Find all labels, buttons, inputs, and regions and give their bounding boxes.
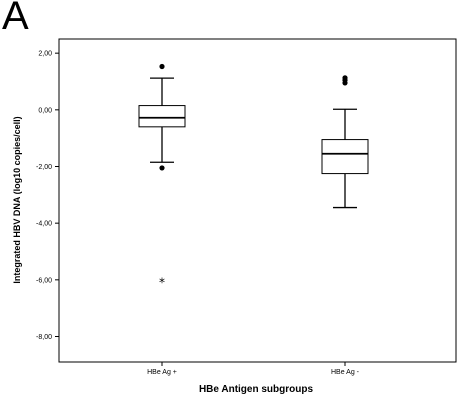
y-tick-label: -2,00	[36, 164, 52, 171]
outlier-point	[342, 75, 348, 81]
plot-area-frame	[58, 38, 457, 363]
outlier-point	[159, 165, 165, 171]
extreme-point: *	[159, 275, 165, 289]
x-axis-title: HBe Antigen subgroups	[199, 384, 314, 395]
y-axis-title: Integrated HBV DNA (log10 copies/cell)	[12, 116, 22, 283]
y-tick-label: -6,00	[36, 277, 52, 284]
y-tick-label: -8,00	[36, 334, 52, 341]
y-tick-label: 2,00	[38, 51, 52, 58]
y-tick-label: -4,00	[36, 221, 52, 228]
box-series: *	[138, 63, 369, 289]
panel-label: A	[2, 0, 29, 38]
x-axis-ticks: HBe Ag + HBe Ag -	[147, 362, 360, 376]
interquartile-box	[321, 139, 369, 175]
box-group: *	[138, 63, 186, 289]
box-group	[321, 75, 369, 209]
interquartile-box	[138, 105, 186, 128]
y-axis-ticks: 2,00 0,00 -2,00 -4,00 -6,00 -8,00	[36, 51, 59, 341]
y-tick-label: 0,00	[38, 107, 52, 114]
x-tick-label: HBe Ag +	[147, 369, 177, 376]
outlier-point	[159, 63, 165, 70]
x-tick-label: HBe Ag -	[331, 369, 360, 376]
